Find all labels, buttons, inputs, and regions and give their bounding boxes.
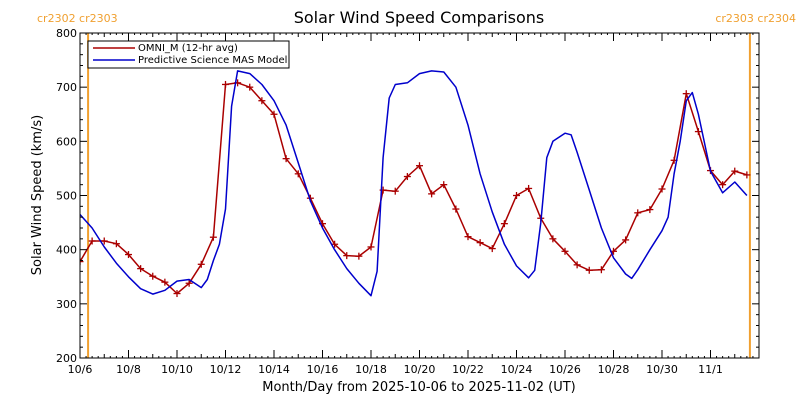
x-tick-label: 10/18 <box>355 363 387 376</box>
x-tick-label: 10/22 <box>452 363 484 376</box>
data-point <box>452 205 460 213</box>
data-point <box>561 247 569 255</box>
legend-label-model: Predictive Science MAS Model <box>138 55 287 66</box>
x-tick-label: 10/20 <box>404 363 436 376</box>
data-point <box>343 252 351 260</box>
series-layer <box>80 70 751 298</box>
x-tick-label: 10/26 <box>549 363 581 376</box>
data-point <box>658 185 666 193</box>
x-tick-label: 10/8 <box>116 363 141 376</box>
data-point <box>112 240 120 248</box>
data-point <box>440 181 448 189</box>
data-point <box>549 235 557 243</box>
data-point <box>88 237 96 245</box>
x-tick-label: 10/6 <box>68 363 93 376</box>
plot-frame <box>79 32 760 359</box>
data-point <box>719 181 727 189</box>
carrington-marker-label: cr2303 cr2304 <box>715 12 796 25</box>
data-point <box>597 266 605 274</box>
plot-area: cr2302 cr2303 cr2303 cr2304 <box>37 12 796 358</box>
data-point <box>161 278 169 286</box>
x-tick-label: 10/16 <box>307 363 339 376</box>
data-point <box>573 261 581 269</box>
data-point <box>743 171 751 179</box>
y-tick-label: 400 <box>56 244 77 257</box>
data-point <box>488 245 496 253</box>
x-tick-label: 11/1 <box>698 363 723 376</box>
data-point <box>125 251 132 259</box>
data-point <box>416 162 423 170</box>
y-tick-label: 700 <box>56 81 77 94</box>
data-point <box>367 243 375 251</box>
data-point <box>270 110 278 118</box>
data-point <box>294 170 302 178</box>
data-point <box>694 128 702 136</box>
x-tick-label: 10/24 <box>501 363 533 376</box>
data-point <box>428 190 436 198</box>
series-line-model <box>80 70 748 297</box>
data-point <box>513 192 520 199</box>
x-tick-label: 10/30 <box>646 363 678 376</box>
data-point <box>137 265 145 273</box>
data-point <box>646 206 654 214</box>
y-tick-label: 300 <box>56 298 77 311</box>
data-point <box>476 239 484 247</box>
data-point <box>185 279 193 287</box>
data-point <box>80 258 84 266</box>
axes-layer: 200 300 400 500 600 700 800 10/6 10/8 10/10 10/12 1… <box>56 27 760 376</box>
data-point <box>585 266 593 274</box>
data-point <box>149 272 157 280</box>
legend-label-omni: OMNI_M (12-hr avg) <box>138 43 238 54</box>
series-line-omni <box>80 82 748 295</box>
legend-box <box>87 40 290 69</box>
y-tick-label: 800 <box>56 27 77 40</box>
data-point <box>525 184 533 192</box>
data-point <box>622 236 630 244</box>
data-point <box>634 209 642 217</box>
data-point <box>246 83 254 91</box>
data-point <box>100 237 108 245</box>
carrington-marker-label: cr2302 cr2303 <box>37 12 118 25</box>
legend: OMNI_M (12-hr avg) Predictive Science MA… <box>87 40 290 69</box>
data-point <box>258 97 266 105</box>
data-point <box>464 233 472 241</box>
data-point <box>197 260 205 268</box>
carrington-markers: cr2302 cr2303 cr2303 cr2304 <box>37 12 796 358</box>
y-tick-label: 600 <box>56 135 77 148</box>
data-point <box>222 80 229 88</box>
y-axis-title: Solar Wind Speed (km/s) <box>30 115 45 275</box>
x-tick-label: 10/12 <box>210 363 242 376</box>
data-point <box>500 220 508 228</box>
x-tick-label: 10/10 <box>161 363 193 376</box>
data-point <box>731 167 739 175</box>
data-point <box>282 155 290 163</box>
chart-title: Solar Wind Speed Comparisons <box>294 8 545 27</box>
data-point <box>682 90 690 98</box>
data-point <box>355 252 363 260</box>
y-tick-label: 500 <box>56 190 77 203</box>
x-tick-label: 10/14 <box>258 363 290 376</box>
y-tick-label: 200 <box>56 352 77 365</box>
x-tick-label: 10/28 <box>598 363 630 376</box>
data-point <box>403 173 411 181</box>
x-axis-title: Month/Day from 2025-10-06 to 2025-11-02 … <box>262 380 575 395</box>
data-point <box>391 187 399 195</box>
data-point <box>173 290 181 298</box>
data-point <box>209 233 217 241</box>
